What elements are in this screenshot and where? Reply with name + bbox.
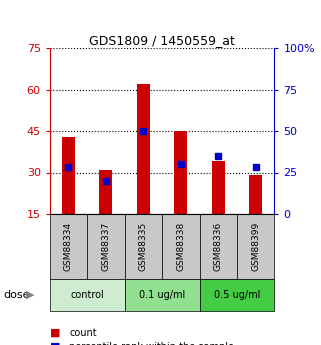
Text: GSM88335: GSM88335: [139, 222, 148, 271]
Bar: [87, 214, 125, 279]
Text: ■: ■: [50, 342, 60, 345]
Text: control: control: [70, 290, 104, 300]
Text: 0.5 ug/ml: 0.5 ug/ml: [214, 290, 260, 300]
Bar: [200, 214, 237, 279]
Text: ▶: ▶: [26, 290, 35, 300]
Text: ■: ■: [50, 328, 60, 338]
Bar: [212, 161, 225, 214]
Bar: [62, 137, 75, 214]
Bar: [237, 214, 274, 279]
Bar: [125, 279, 200, 311]
Bar: [162, 214, 200, 279]
Text: GSM88334: GSM88334: [64, 222, 73, 271]
Bar: [50, 279, 125, 311]
Bar: [100, 170, 112, 214]
Bar: [200, 279, 274, 311]
Text: GSM88337: GSM88337: [101, 222, 110, 271]
Bar: [249, 175, 262, 214]
Bar: [50, 214, 87, 279]
Text: percentile rank within the sample: percentile rank within the sample: [69, 342, 234, 345]
Text: GSM88399: GSM88399: [251, 222, 260, 271]
Bar: [125, 214, 162, 279]
Title: GDS1809 / 1450559_at: GDS1809 / 1450559_at: [89, 34, 235, 47]
Text: dose: dose: [3, 290, 30, 300]
Text: GSM88336: GSM88336: [214, 222, 223, 271]
Text: count: count: [69, 328, 97, 338]
Bar: [137, 84, 150, 214]
Text: GSM88338: GSM88338: [176, 222, 185, 271]
Bar: [174, 131, 187, 214]
Text: 0.1 ug/ml: 0.1 ug/ml: [139, 290, 185, 300]
